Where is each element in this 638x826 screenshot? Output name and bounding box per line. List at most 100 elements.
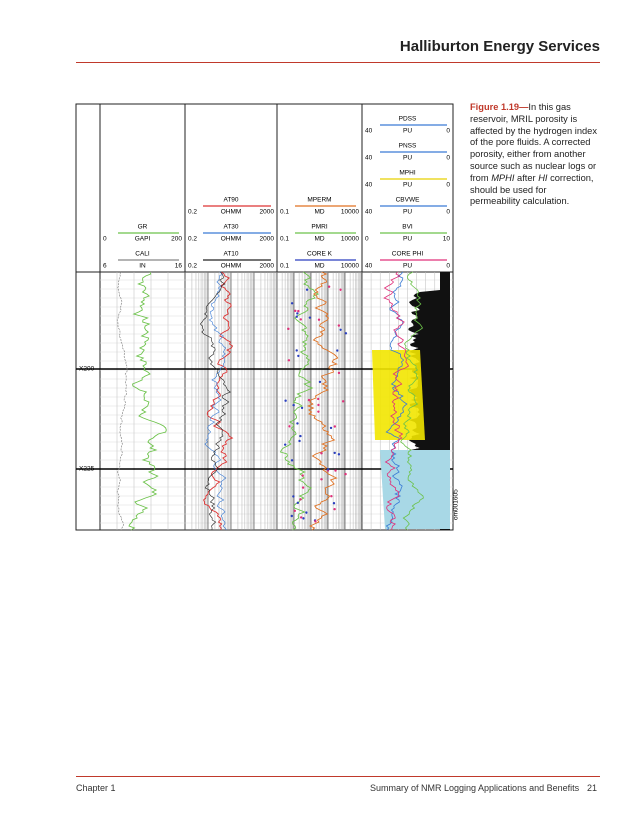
core-point xyxy=(305,511,308,514)
scale-left: 0.1 xyxy=(280,263,289,270)
footer-rule xyxy=(76,776,600,777)
scale-unit: PU xyxy=(403,263,412,270)
core-point xyxy=(307,398,311,402)
caption-term: MPHI xyxy=(491,172,515,183)
scale-right: 0 xyxy=(446,128,450,135)
core-point xyxy=(297,309,300,313)
log-curve xyxy=(116,271,128,531)
scale-unit: PU xyxy=(403,236,412,243)
depth-label: X200 xyxy=(79,366,95,373)
core-point xyxy=(296,312,299,315)
caption-text: after xyxy=(514,172,539,183)
core-point xyxy=(299,498,302,501)
curve-name: CALI xyxy=(135,251,150,258)
scale-left: 40 xyxy=(365,263,373,270)
scale-left: 0 xyxy=(365,236,369,243)
core-point xyxy=(300,406,304,410)
curve-name: PDSS xyxy=(399,116,417,123)
fill-area xyxy=(372,350,425,440)
scale-right: 10000 xyxy=(341,209,359,216)
header-title: Halliburton Energy Services xyxy=(399,38,600,55)
scale-unit: GAPI xyxy=(135,236,151,243)
core-point xyxy=(317,410,320,413)
core-point xyxy=(344,332,348,335)
scale-left: 0.1 xyxy=(280,209,289,216)
caption-text: correction, should be used for permeabil… xyxy=(470,172,594,207)
core-point xyxy=(317,318,321,321)
caption-text: In this gas reservoir, MRIL porosity is … xyxy=(470,102,597,183)
core-point xyxy=(334,469,337,472)
footer-page: 21 xyxy=(587,783,598,793)
scale-right: 10 xyxy=(443,236,451,243)
curve-name: CORE K xyxy=(307,251,333,258)
core-point xyxy=(333,425,337,428)
core-point xyxy=(327,285,331,288)
scale-unit: PU xyxy=(403,128,412,135)
header-rule xyxy=(76,62,600,63)
scale-right: 0 xyxy=(446,209,450,216)
log-curve xyxy=(400,271,424,531)
core-point xyxy=(330,495,333,498)
scale-right: 16 xyxy=(175,263,183,270)
curve-name: PNSS xyxy=(399,143,417,150)
core-point xyxy=(337,371,341,375)
core-point xyxy=(305,288,309,291)
core-point xyxy=(290,459,294,462)
core-point xyxy=(301,474,304,477)
curve-name: CBVWE xyxy=(396,197,421,204)
core-point xyxy=(287,327,290,331)
core-point xyxy=(292,403,295,407)
curve-name: CORE PHI xyxy=(392,251,424,258)
core-point xyxy=(284,399,287,402)
scale-left: 0.2 xyxy=(188,263,197,270)
core-point xyxy=(308,316,312,319)
log-curve xyxy=(204,271,227,531)
scale-right: 200 xyxy=(171,236,182,243)
curve-name: MPHI xyxy=(399,170,415,177)
log-figure: GR 0 GAPI 200 CALI 6 IN 16 AT90 0.2 OHMM 2000 AT30 0.… xyxy=(75,103,460,531)
log-curve xyxy=(203,271,234,531)
core-point xyxy=(317,397,320,401)
core-point xyxy=(292,495,295,498)
scale-right: 10000 xyxy=(341,236,359,243)
core-point xyxy=(287,359,291,362)
caption-label: Figure 1.19— xyxy=(470,102,529,112)
log-curve xyxy=(307,271,339,531)
scale-left: 40 xyxy=(365,155,373,162)
log-curve xyxy=(128,271,167,531)
core-point xyxy=(339,288,342,291)
scale-left: 40 xyxy=(365,209,373,216)
scale-left: 0.2 xyxy=(188,209,197,216)
core-point xyxy=(297,354,300,358)
scale-left: 0.2 xyxy=(188,236,197,243)
scale-unit: PU xyxy=(403,182,412,189)
core-point xyxy=(295,349,298,352)
figure-code: om001605 xyxy=(453,489,460,520)
core-point xyxy=(332,502,336,505)
fill-area xyxy=(380,450,450,529)
core-point xyxy=(302,517,305,520)
curve-name: MPERM xyxy=(307,197,331,204)
scale-unit: MD xyxy=(314,209,324,216)
core-point xyxy=(339,328,342,331)
core-point xyxy=(317,403,320,407)
core-point xyxy=(294,309,297,313)
scale-unit: OHMM xyxy=(221,236,242,243)
scale-left: 0 xyxy=(103,236,107,243)
scale-right: 2000 xyxy=(260,209,275,216)
core-point xyxy=(296,422,299,425)
core-point xyxy=(293,509,297,513)
scale-unit: MD xyxy=(314,263,324,270)
core-point xyxy=(299,434,302,438)
scale-unit: OHMM xyxy=(221,263,242,270)
scale-left: 40 xyxy=(365,128,373,135)
core-point xyxy=(299,516,303,519)
scale-right: 10000 xyxy=(341,263,359,270)
curve-name: GR xyxy=(138,224,148,231)
core-point xyxy=(295,315,298,318)
footer-chapter: Chapter 1 xyxy=(76,783,116,793)
scale-right: 2000 xyxy=(260,263,275,270)
core-point xyxy=(326,468,330,471)
core-point xyxy=(337,324,341,327)
